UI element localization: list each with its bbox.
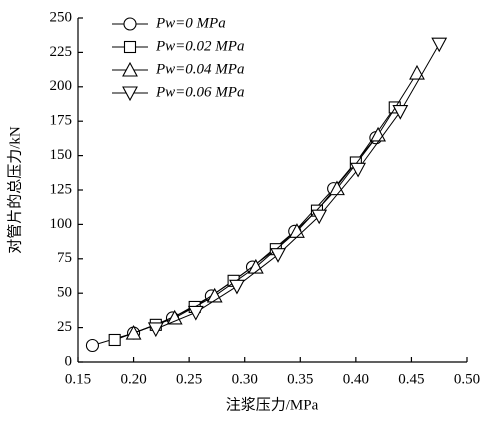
legend-marker [122,86,138,102]
x-tick-label: 0.20 [120,371,146,387]
series-line [114,107,396,341]
x-tick-label: 0.15 [65,371,91,387]
y-tick-label: 175 [50,113,73,129]
marker [85,338,99,353]
x-tick-label: 0.50 [454,371,480,387]
y-tick-label: 75 [57,250,72,266]
series-line [92,137,377,346]
marker [409,64,425,80]
y-tick-label: 225 [50,44,73,60]
marker [229,279,245,295]
series-line [133,72,418,334]
marker [270,248,286,263]
y-tick-label: 250 [50,9,73,25]
x-axis-label: 注浆压力/MPa [226,395,319,413]
legend-label: Pw=0.06 MPa [155,84,244,100]
y-tick-label: 150 [50,147,73,163]
x-tick-label: 0.30 [232,371,258,387]
x-tick-label: 0.45 [398,371,424,387]
legend-marker [123,40,137,54]
marker [311,209,328,225]
legend-label: Pw=0.04 MPa [155,61,244,77]
legend-label: Pw=0.02 MPa [155,38,244,54]
marker [431,37,448,53]
legend-marker [123,17,137,31]
x-tick-label: 0.35 [287,371,313,387]
x-tick-label: 0.40 [343,371,369,387]
y-tick-label: 200 [50,78,73,94]
x-tick-label: 0.25 [176,371,202,387]
y-axis-label: 对管片的总压力/kN [6,126,23,254]
marker [392,105,409,120]
y-tick-label: 125 [50,181,73,197]
marker [247,258,264,274]
marker [108,333,121,347]
marker [166,309,183,325]
legend-label: Pw=0 MPa [155,15,226,31]
legend-marker [122,61,138,77]
series-line [155,43,440,330]
y-tick-label: 0 [65,353,73,369]
marker [147,322,164,338]
y-tick-label: 50 [57,285,72,301]
marker [187,305,204,321]
y-tick-label: 100 [50,216,73,232]
marker [125,324,142,340]
y-tick-label: 25 [57,319,72,335]
marker [350,162,367,178]
